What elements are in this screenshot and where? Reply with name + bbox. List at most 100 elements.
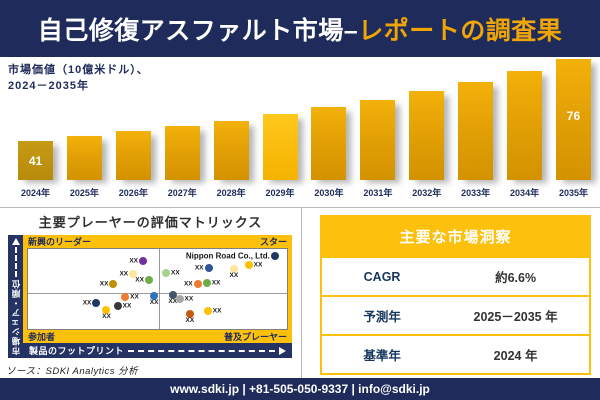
up-arrow-icon <box>11 238 20 245</box>
matrix-bottom-band: 参加者 普及プレーヤー <box>23 330 292 343</box>
page-title-accent: レポートの調査果 <box>358 16 563 45</box>
bar-2025年 <box>66 136 102 180</box>
year-tick-label: 2035年 <box>558 188 588 198</box>
row-label: 基準年 <box>363 349 401 363</box>
company-dot: XX <box>121 292 139 301</box>
company-dot: XX <box>168 291 177 305</box>
x-axis-year-labels: 2024年 2025年 2026年 2027年 2028年 2029年 2030年 2031年… <box>18 186 591 199</box>
year-tick-label: 2031年 <box>363 188 393 198</box>
bar-2035年: 76 <box>555 59 591 180</box>
company-dot-label: XX <box>171 269 180 277</box>
bar-column <box>311 107 347 180</box>
bar-column <box>360 100 396 180</box>
bar-2032年 <box>409 91 445 180</box>
company-dot: XX <box>83 298 101 307</box>
year-tick-label: 2028年 <box>216 188 246 198</box>
x-axis-bar: 製品のフットプリント <box>23 343 292 358</box>
x-axis-dashed-line <box>128 349 275 352</box>
company-dot: XX <box>184 280 202 289</box>
player-matrix-panel: 主要プレーヤーの評価マトリックス 市場シェア・順位 新興のリーダー スター XX… <box>0 208 302 378</box>
right-arrow-icon <box>279 346 286 355</box>
page-title-main: 自己修復アスファルト市場– <box>37 16 359 45</box>
table-row-forecast-years: 予測年 2025－2035 年 <box>322 295 589 334</box>
company-dot-label: XX <box>130 293 139 301</box>
chart-axis-title: 市場価値（10億米ドル）、 2024－2035年 <box>8 63 149 95</box>
evaluation-matrix: 市場シェア・順位 新興のリーダー スター XX XX XX XX XX XX XX XX XX X… <box>8 235 292 358</box>
bar-column <box>164 126 200 180</box>
bar-value-label: 76 <box>566 109 581 123</box>
bar-2031年 <box>360 100 396 180</box>
quadrant-label-pervasive-players: 普及プレーヤー <box>223 332 287 342</box>
chart-axis-title-line1: 市場価値（10億米ドル）、 <box>8 64 149 76</box>
company-dot-label: XX <box>253 261 263 269</box>
company-dot-label: XX <box>149 299 159 307</box>
company-dot: XX <box>129 257 147 265</box>
company-dot-label: XX <box>168 298 178 306</box>
x-axis-label: 製品のフットプリント <box>29 346 125 356</box>
company-dot-label: XX <box>211 279 221 287</box>
bar-2029年 <box>262 114 298 180</box>
chart-axis-title-line2: 2024－2035年 <box>8 79 89 92</box>
company-dot-label: Nippon Road Co., Ltd. <box>185 251 270 261</box>
company-dot: XX <box>186 309 194 324</box>
company-dot: XX <box>162 269 180 278</box>
company-dot: XX <box>203 307 221 316</box>
bar-column <box>507 71 543 180</box>
company-dot-label: XX <box>135 276 144 284</box>
bar-column <box>458 82 494 180</box>
year-tick-label: 2034年 <box>510 188 540 198</box>
bar-value-label: 41 <box>28 154 43 168</box>
company-dot: XX <box>100 280 118 289</box>
bar-2030年 <box>311 107 347 180</box>
company-dot-label: XX <box>119 270 129 278</box>
company-dot-label: XX <box>122 302 132 310</box>
company-dot: XX <box>195 264 213 273</box>
company-dot-label: XX <box>212 307 222 315</box>
bar-series: 41 76 <box>18 59 591 180</box>
company-dot-label: XX <box>82 299 92 307</box>
year-tick-label: 2029年 <box>265 188 295 198</box>
company-dot: XX <box>119 270 138 279</box>
bar-2033年 <box>458 82 494 180</box>
bar-2027年 <box>164 126 200 180</box>
quadrant-label-emerging-leaders: 新興のリーダー <box>28 237 92 247</box>
row-label: 予測年 <box>363 310 401 324</box>
year-tick-label: 2030年 <box>314 188 344 198</box>
bottom-section: 主要プレーヤーの評価マトリックス 市場シェア・順位 新興のリーダー スター XX… <box>0 207 600 378</box>
company-dot-label: XX <box>183 280 193 288</box>
table-row-base-year: 基準年 2024 年 <box>322 334 589 373</box>
company-dot: XX <box>175 295 193 304</box>
company-dot: XX <box>135 275 153 284</box>
table-row-cagr: CAGR 約6.6% <box>322 256 589 295</box>
year-tick-label: 2033年 <box>461 188 491 198</box>
quadrant-label-participants: 参加者 <box>28 332 56 342</box>
bar-column: 76 <box>555 59 591 180</box>
row-value: 約6.6% <box>495 271 537 285</box>
matrix-top-band: 新興のリーダー スター <box>23 235 292 248</box>
y-axis-bar: 市場シェア・順位 <box>8 235 23 358</box>
company-dot-nippon-road: Nippon Road Co., Ltd. <box>186 251 279 260</box>
year-tick-label: 2025年 <box>69 188 99 198</box>
company-dot: XX <box>102 305 111 320</box>
bar-2028年 <box>213 121 249 180</box>
company-dot-label: XX <box>129 257 138 265</box>
market-value-bar-chart: 市場価値（10億米ドル）、 2024－2035年 41 76 2024年 2025年… <box>0 57 600 207</box>
company-dot: XX <box>113 301 131 310</box>
matrix-scatter-plot: XX XX XX XX XX XX XX XX XX XX XX XX XX XX XX XX XX XX XX Ni… <box>27 248 288 330</box>
insights-table-header: 主要な市場洞察 <box>322 217 589 256</box>
quadrant-label-stars: スター <box>259 237 287 247</box>
matrix-gold-frame: 新興のリーダー スター XX XX XX XX XX XX XX XX XX XX XX XX XX XX… <box>23 235 292 343</box>
company-dot-label: XX <box>185 316 195 324</box>
year-tick-label: 2024年 <box>20 188 51 198</box>
bar-column <box>409 91 445 180</box>
year-tick-label: 2032年 <box>412 188 442 198</box>
year-tick-label: 2026年 <box>118 188 148 198</box>
row-label: CAGR <box>363 269 401 284</box>
company-dot: XX <box>230 264 238 279</box>
company-dot-label: XX <box>194 264 204 272</box>
year-tick-label: 2027年 <box>167 188 197 198</box>
bar-column <box>66 136 102 180</box>
bar-column <box>115 131 151 180</box>
source-note: ソース：SDKI Analytics 分析 <box>6 366 139 377</box>
